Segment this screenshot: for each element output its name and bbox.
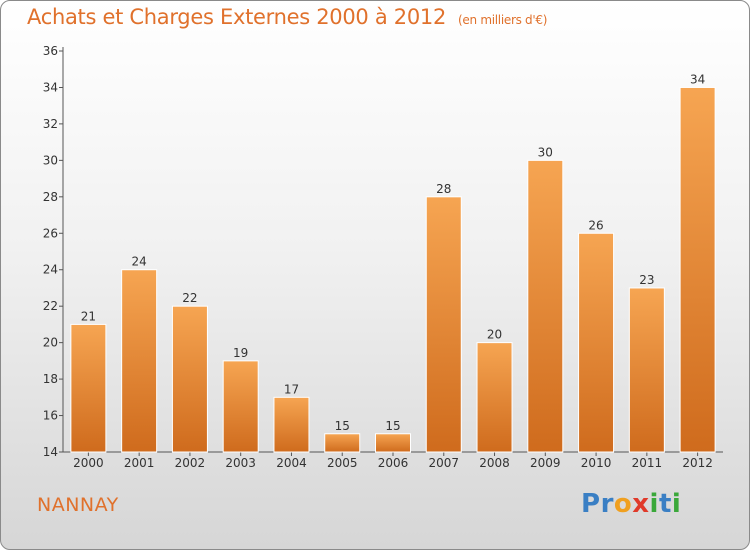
- axes: 14 16 18 20 22 24 26 28 30 32 34 36 2000 2001 2002 2003…: [43, 44, 723, 470]
- data-label: 26: [588, 218, 603, 232]
- bar: [121, 269, 158, 453]
- bar: [222, 360, 259, 453]
- logo-letter: i: [671, 489, 682, 519]
- bar: [273, 396, 310, 453]
- x-tick-label: 2006: [378, 456, 409, 470]
- unit-label: (en milliers d'€): [458, 13, 548, 27]
- bars: [70, 86, 716, 453]
- y-tick-label: 30: [43, 153, 58, 167]
- x-tick-label: 2003: [225, 456, 256, 470]
- bar: [171, 305, 208, 453]
- data-label: 20: [487, 328, 502, 342]
- x-tick-label: 2009: [530, 456, 561, 470]
- data-label: 15: [385, 419, 400, 433]
- bar: [578, 232, 615, 453]
- x-tick-label: 2002: [175, 456, 206, 470]
- bar: [527, 159, 564, 453]
- chart-title-text: Achats et Charges Externes 2000 à 2012: [27, 5, 447, 29]
- bar: [476, 342, 513, 453]
- x-tick-label: 2008: [479, 456, 510, 470]
- y-tick-label: 14: [43, 445, 58, 459]
- place-name: NANNAY: [37, 494, 119, 516]
- x-tick-label: 2005: [327, 456, 358, 470]
- logo-letter: t: [658, 489, 672, 519]
- bar: [70, 323, 107, 453]
- data-label: 21: [81, 309, 96, 323]
- data-label: 22: [182, 291, 197, 305]
- x-tick-label: 2004: [276, 456, 307, 470]
- x-tick-label: 2000: [73, 456, 104, 470]
- logo-letter: i: [649, 489, 659, 519]
- y-tick-label: 34: [43, 80, 58, 94]
- y-tick-label: 26: [43, 226, 58, 240]
- proxiti-logo: Proxiti: [581, 489, 681, 519]
- data-label: 17: [284, 382, 299, 396]
- logo-letter: o: [613, 489, 633, 519]
- x-tick-label: 2001: [124, 456, 155, 470]
- y-tick-label: 28: [43, 190, 58, 204]
- y-tick-label: 20: [43, 336, 58, 350]
- logo-letter: x: [632, 489, 650, 519]
- x-tick-label: 2010: [581, 456, 612, 470]
- bar: [375, 433, 411, 453]
- x-tick-label: 2011: [632, 456, 663, 470]
- y-tick-label: 24: [43, 263, 58, 277]
- data-label: 15: [335, 419, 350, 433]
- bar: [324, 433, 361, 453]
- data-labels: 21 24 22 19 17 15 15 28 20 30 26 23 34: [81, 72, 706, 432]
- logo-letter: P: [581, 489, 601, 519]
- bar: [425, 196, 462, 453]
- y-tick-label: 22: [43, 299, 58, 313]
- data-label: 30: [538, 145, 553, 159]
- bar: [679, 86, 716, 453]
- data-label: 28: [436, 182, 451, 196]
- bar: [628, 287, 665, 453]
- data-label: 23: [639, 273, 654, 287]
- data-label: 19: [233, 346, 248, 360]
- data-label: 24: [132, 255, 147, 269]
- x-tick-label: 2012: [682, 456, 713, 470]
- y-tick-label: 32: [43, 117, 58, 131]
- chart-title: Achats et Charges Externes 2000 à 2012 (e…: [27, 5, 547, 29]
- y-tick-label: 18: [43, 372, 58, 386]
- y-tick-label: 36: [43, 44, 58, 58]
- x-tick-label: 2007: [428, 456, 459, 470]
- y-tick-label: 16: [43, 409, 58, 423]
- logo-letter: r: [600, 489, 614, 519]
- data-label: 34: [690, 72, 705, 86]
